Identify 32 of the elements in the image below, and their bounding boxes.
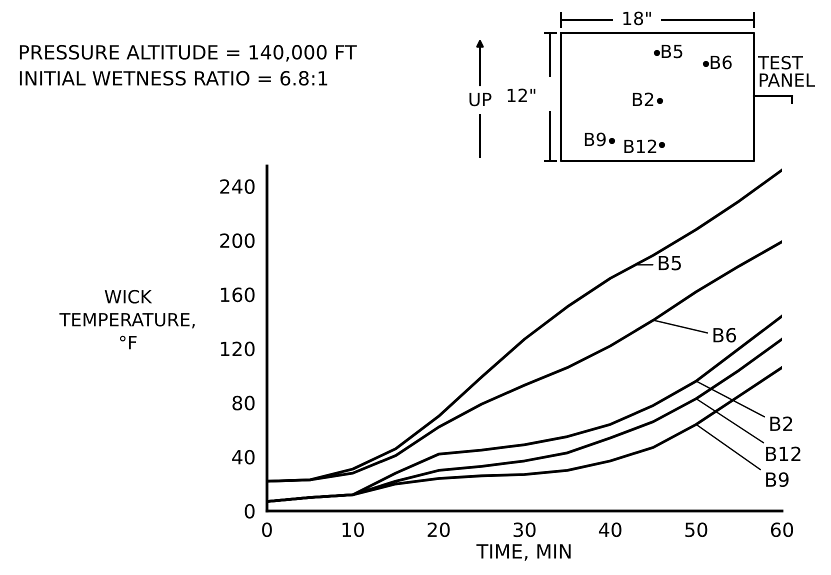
x-tick-label: 20	[428, 522, 450, 538]
text: B6	[710, 56, 732, 70]
y-tick-label: 40	[232, 450, 255, 465]
y-tick-label: 240	[220, 179, 255, 194]
x-tick-label: 50	[685, 522, 708, 538]
x-tick-label: 30	[514, 522, 536, 538]
y-tick-label: 80	[232, 396, 255, 410]
text: 18"	[623, 12, 651, 26]
x-axis-title: TIME, MIN	[476, 544, 571, 561]
y-tick-label: 0	[244, 504, 255, 519]
text: PRESSURE ALTITUDE = 140,000 FT	[20, 44, 357, 62]
annotation: B5	[658, 256, 681, 270]
x-tick-label: 40	[598, 522, 622, 538]
text: 12"	[508, 88, 536, 102]
x-tick-label: 0	[262, 522, 272, 538]
text: TEST PANEL	[758, 56, 815, 87]
annotation: B2	[770, 416, 792, 431]
annotation: B9	[766, 472, 789, 487]
text: B9	[584, 132, 606, 146]
annotation: B6	[713, 328, 736, 343]
y-tick-label: 160	[220, 287, 255, 302]
x-tick-label: 10	[342, 522, 364, 538]
text: B5	[662, 44, 682, 58]
text: B12	[624, 140, 656, 153]
x-tick-label: 60	[770, 522, 794, 538]
y-tick-label: 200	[220, 233, 255, 248]
text: INITIAL WETNESS RATIO = 6.8:1	[20, 70, 328, 86]
text: B2	[632, 92, 654, 106]
y-axis-title: WICK TEMPERATURE, °F	[59, 290, 195, 350]
y-tick-label: 120	[220, 342, 255, 356]
text: UP	[470, 92, 492, 106]
annotation: B12	[766, 446, 800, 462]
